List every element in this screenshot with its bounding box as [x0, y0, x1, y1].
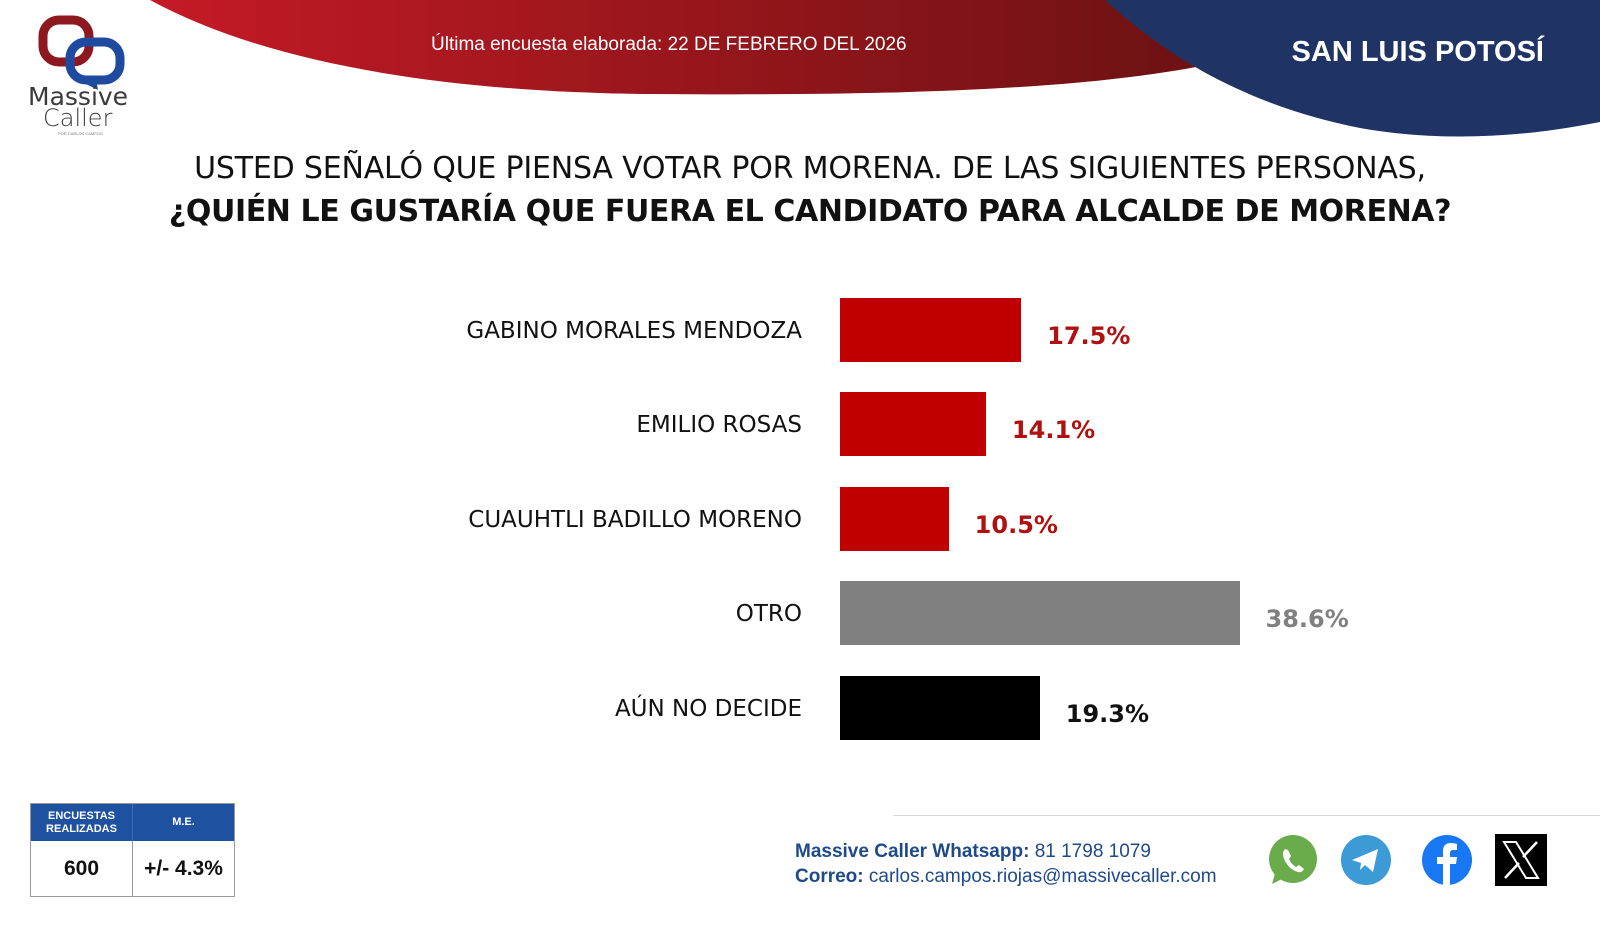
footer-divider [893, 815, 1600, 816]
value-label: 17.5% [1047, 322, 1131, 350]
logo-subtitle: POR CARLOS CAMPOS [58, 131, 103, 136]
stats-header-surveys: ENCUESTAS REALIZADAS [31, 804, 133, 841]
question-line-1: USTED SEÑALÓ QUE PIENSA VOTAR POR MORENA… [194, 151, 1426, 186]
red-wave [150, 0, 1230, 95]
bar [840, 675, 1040, 740]
header-banner [150, 0, 1600, 137]
email-label: Correo: [795, 866, 864, 887]
region-title: SAN LUIS POTOSÍ [1291, 36, 1544, 68]
category-label: OTRO [735, 601, 802, 628]
category-label: AÚN NO DECIDE [614, 695, 802, 722]
category-label: EMILIO ROSAS [636, 412, 802, 439]
value-label: 14.1% [1011, 416, 1096, 445]
value-label: 10.5% [974, 510, 1058, 539]
stats-header-margin: M.E. [172, 816, 195, 828]
contact-email: Correo: carlos.campos.riojas@massivecall… [795, 866, 1217, 888]
bar [840, 392, 986, 457]
survey-date: Última encuesta elaborada: 22 DE FEBRERO… [431, 34, 907, 55]
facebook-icon[interactable] [1421, 834, 1473, 886]
bar [840, 581, 1240, 646]
question-line-2: ¿QUIÉN LE GUSTARÍA QUE FUERA EL CANDIDAT… [168, 194, 1452, 229]
stats-value-margin: +/- 4.3% [144, 856, 223, 880]
x-icon[interactable] [1495, 834, 1547, 886]
category-label: GABINO MORALES MENDOZA [466, 318, 802, 344]
telegram-icon[interactable] [1340, 834, 1392, 886]
survey-stats-table: ENCUESTAS REALIZADAS M.E. 600 +/- 4.3% [30, 803, 235, 897]
whatsapp-icon[interactable] [1266, 834, 1318, 886]
bar [840, 298, 1022, 362]
massive-caller-logo-icon [38, 15, 125, 90]
stats-value-surveys: 600 [31, 841, 133, 896]
value-label: 19.3% [1065, 699, 1150, 728]
navy-wave [1105, 0, 1600, 137]
logo-text-caller: Caller [43, 104, 113, 132]
logo-text-massive: Massive [28, 82, 129, 111]
value-label: 38.6% [1265, 605, 1349, 634]
bar [840, 486, 949, 551]
contact-whatsapp: Massive Caller Whatsapp: 81 1798 1079 [795, 841, 1151, 863]
whatsapp-number[interactable]: 81 1798 1079 [1034, 841, 1151, 862]
category-label: CUAUHTLI BADILLO MORENO [468, 506, 802, 533]
whatsapp-label: Massive Caller Whatsapp: [795, 841, 1030, 862]
email-address[interactable]: carlos.campos.riojas@massivecaller.com [868, 866, 1217, 887]
